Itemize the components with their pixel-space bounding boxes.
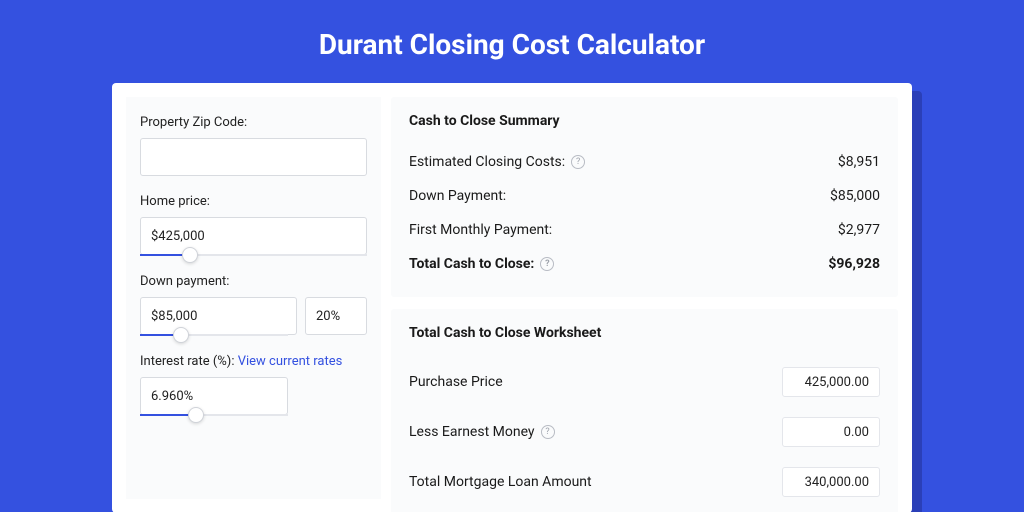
summary-row-value: $96,928 — [828, 256, 880, 272]
summary-row-value: $85,000 — [830, 188, 880, 204]
worksheet-row-label-text: Purchase Price — [409, 374, 503, 390]
help-icon[interactable]: ? — [541, 425, 555, 439]
home-price-input[interactable] — [140, 217, 367, 255]
worksheet-row: Total Second Mortgage Amount?0.00 — [409, 507, 880, 512]
help-icon[interactable]: ? — [571, 155, 585, 169]
worksheet-row-value[interactable]: 340,000.00 — [782, 467, 880, 497]
down-payment-slider-thumb[interactable] — [173, 327, 189, 343]
summary-row-label-text: Down Payment: — [409, 188, 506, 204]
home-price-label: Home price: — [140, 194, 367, 209]
worksheet-row-label: Less Earnest Money? — [409, 424, 555, 440]
down-payment-slider[interactable] — [140, 334, 288, 336]
worksheet-title: Total Cash to Close Worksheet — [409, 325, 880, 341]
zip-label: Property Zip Code: — [140, 115, 367, 130]
down-payment-label: Down payment: — [140, 274, 367, 289]
worksheet-row-label: Total Mortgage Loan Amount — [409, 474, 592, 490]
summary-row-label: Total Cash to Close:? — [409, 256, 554, 272]
summary-row-value: $8,951 — [838, 154, 880, 170]
inputs-panel: Property Zip Code: Home price: Down paym… — [126, 97, 381, 499]
home-price-slider-thumb[interactable] — [182, 247, 198, 263]
summary-row-label: Estimated Closing Costs:? — [409, 154, 585, 170]
interest-rate-slider-thumb[interactable] — [188, 407, 204, 423]
summary-row-label: Down Payment: — [409, 188, 506, 204]
summary-row-value: $2,977 — [838, 222, 880, 238]
summary-row: Total Cash to Close:? $96,928 — [409, 247, 880, 281]
worksheet-row: Purchase Price 425,000.00 — [409, 357, 880, 407]
down-payment-amount-input[interactable] — [140, 297, 297, 335]
zip-input[interactable] — [140, 138, 367, 176]
summary-panel: Cash to Close Summary Estimated Closing … — [391, 97, 898, 297]
home-price-slider[interactable] — [140, 254, 367, 256]
worksheet-row-label-text: Total Mortgage Loan Amount — [409, 474, 592, 490]
worksheet-row-value[interactable]: 0.00 — [782, 417, 880, 447]
worksheet-row-value[interactable]: 425,000.00 — [782, 367, 880, 397]
summary-row-label-text: Estimated Closing Costs: — [409, 154, 565, 170]
home-price-field-group: Home price: — [140, 194, 367, 256]
worksheet-row: Less Earnest Money? 0.00 — [409, 407, 880, 457]
zip-field-group: Property Zip Code: — [140, 115, 367, 176]
worksheet-panel: Total Cash to Close Worksheet Purchase P… — [391, 309, 898, 512]
down-payment-percent-input[interactable] — [305, 297, 367, 335]
help-icon[interactable]: ? — [540, 257, 554, 271]
worksheet-row: Total Mortgage Loan Amount 340,000.00 — [409, 457, 880, 507]
summary-row-label: First Monthly Payment: — [409, 222, 552, 238]
calculator-card: Property Zip Code: Home price: Down paym… — [112, 83, 912, 512]
calculator-card-wrap: Property Zip Code: Home price: Down paym… — [112, 83, 912, 512]
down-payment-field-group: Down payment: — [140, 274, 367, 336]
summary-title: Cash to Close Summary — [409, 113, 880, 129]
summary-row: Down Payment: $85,000 — [409, 179, 880, 213]
worksheet-row-label-text: Less Earnest Money — [409, 424, 535, 440]
interest-rate-label: Interest rate (%): View current rates — [140, 354, 367, 369]
summary-row-label-text: Total Cash to Close: — [409, 256, 534, 272]
results-column: Cash to Close Summary Estimated Closing … — [391, 97, 898, 499]
summary-row: First Monthly Payment: $2,977 — [409, 213, 880, 247]
view-current-rates-link[interactable]: View current rates — [238, 354, 343, 369]
page-title: Durant Closing Cost Calculator — [0, 0, 1024, 83]
worksheet-row-label: Purchase Price — [409, 374, 503, 390]
summary-row-label-text: First Monthly Payment: — [409, 222, 552, 238]
interest-rate-label-text: Interest rate (%): — [140, 354, 238, 369]
summary-row: Estimated Closing Costs:? $8,951 — [409, 145, 880, 179]
interest-rate-field-group: Interest rate (%): View current rates — [140, 354, 367, 416]
interest-rate-slider[interactable] — [140, 414, 288, 416]
interest-rate-input[interactable] — [140, 377, 288, 415]
